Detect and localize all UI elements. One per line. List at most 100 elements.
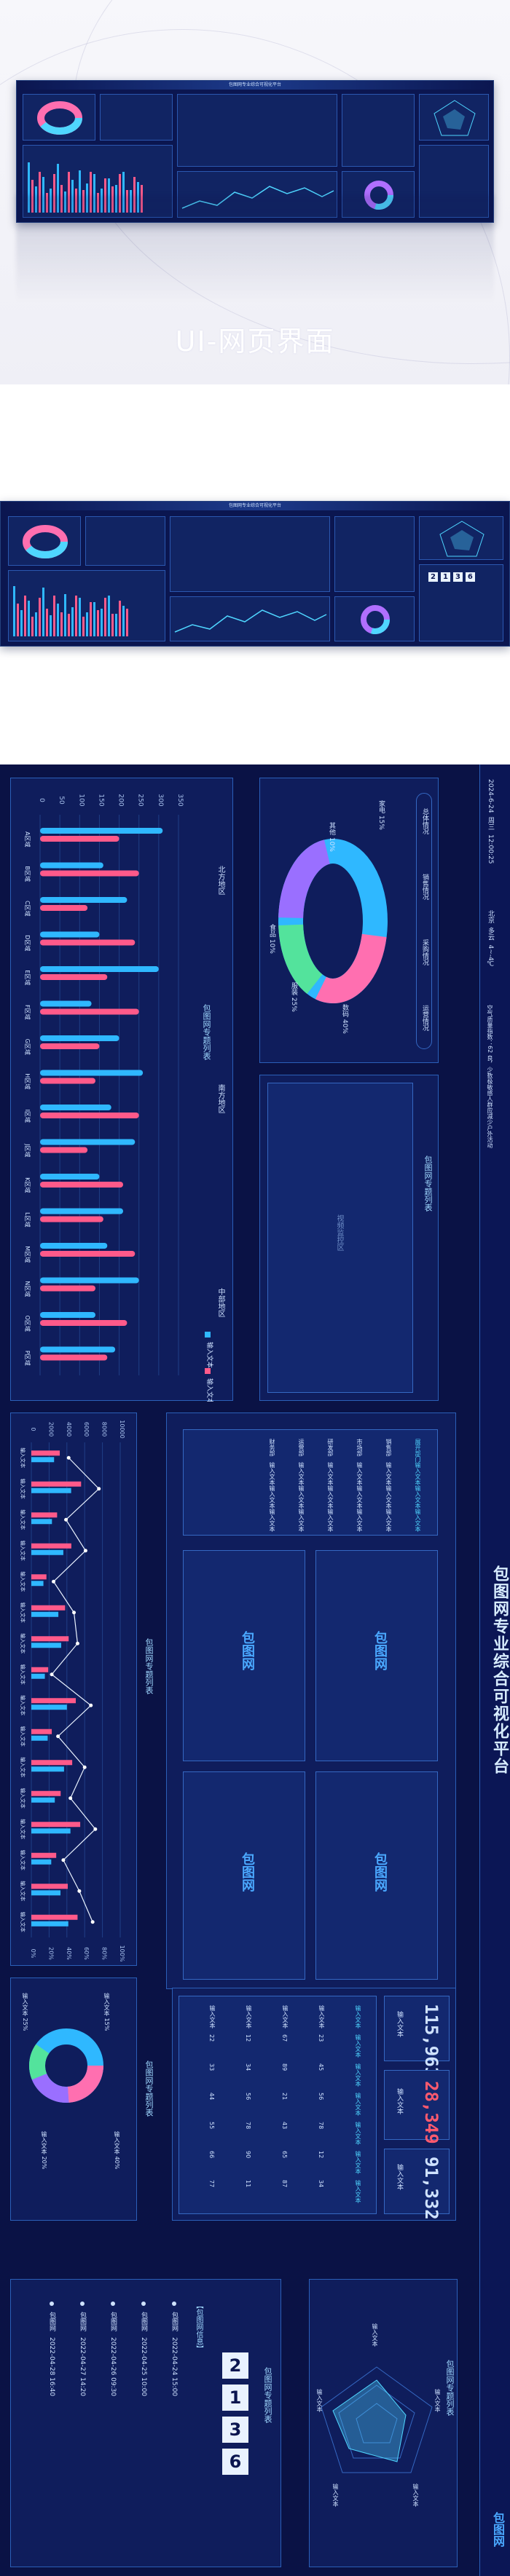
bar [40,1147,88,1153]
table-header-cell: 输入文本 [415,1485,421,1509]
tick-label: 50 [58,796,65,805]
stat-card: 115,963 输入文本 [384,1996,450,2077]
line-point [82,1765,87,1769]
table-cell: 输入文本 [298,1462,305,1485]
clock-subtitle: 【包图网信息】 [195,2302,203,2352]
table-cell: 市场部 [356,1439,363,1456]
tick-label: 200 [117,794,125,806]
mini-bar [39,172,41,213]
line-point [72,1611,76,1615]
bar [31,1766,64,1772]
clock-digit: 6 [222,2449,248,2475]
line-point [56,1734,60,1739]
radar-axis: 输入文本 [332,2484,339,2507]
grid-cell[interactable]: 包图网 [315,1771,438,1980]
bar [31,1457,55,1463]
ring-label: 输入文本 25% [22,1993,28,2031]
table-header-cell: 输入文本 [355,2180,361,2203]
tab-purchase[interactable]: 采购情况 [421,939,428,965]
title-strip: 2024-6-24 周三 12:00:25 北京 多云 4~-4℃ 空气质量指数… [479,764,510,2576]
mini-bar [46,193,48,213]
event-item[interactable]: 包图网 2022-04-28 16:40 [47,2302,57,2396]
tab-south[interactable]: 南方地区 [216,1084,224,1113]
tab-central[interactable]: 中部地区 [216,1288,224,1317]
table-cell: 输入文本 [356,1462,363,1485]
table-cell: 45 [318,2063,324,2071]
thumb-clock: 2 1 3 6 [428,572,475,582]
table-cell: 34 [318,2180,324,2188]
bar [40,862,103,869]
row-label: 输入文本 [20,1509,26,1530]
bar [40,1113,139,1118]
mini-bar [13,585,15,636]
bar [31,1790,61,1796]
table-cell: 输入文本 [385,1462,392,1485]
row-label: 输入文本 [20,1881,26,1901]
row-label: 输入文本 [20,1541,26,1561]
event-item[interactable]: 包图网 2022-04-27 14:20 [78,2302,87,2396]
tab-operation[interactable]: 运营情况 [421,1005,428,1031]
grid-cell[interactable]: 包图网 [315,1550,438,1761]
table-cell: 输入文本 [298,1485,305,1509]
mini-bar [126,609,128,636]
table-cell: 输入文本 [327,1509,334,1532]
category-label: B区域 [24,866,31,882]
preview-bar-panel [23,145,173,218]
tick-label: 0 [38,798,45,802]
tab-north[interactable]: 北方地区 [216,866,224,895]
category-label: J区域 [24,1143,31,1157]
preview-line-panel [177,171,337,218]
line-point [52,1579,55,1584]
video-area[interactable]: 视频监控区 [267,1083,413,1393]
bar [31,1735,48,1741]
donut-label: 家电 15% [377,800,385,830]
radar-axis: 输入文本 [372,2323,378,2347]
row-label: 输入文本 [20,1788,26,1809]
donut-icon [23,525,68,558]
thumbnail-dashboard[interactable]: 包图网专业综合可视化平台 2 1 3 [0,501,510,647]
radar-icon [434,100,476,136]
mini-bar [119,173,121,213]
event-item[interactable]: 包图网 2022-04-26 09:30 [109,2302,118,2396]
tick-label: 6000 [83,1422,90,1437]
table-cell: 输入文本 [246,2005,252,2028]
thumb-grid-panel [170,516,330,592]
mini-bar [111,186,114,213]
table-cell: 输入文本 [385,1485,392,1509]
stat-card: 28,349 输入文本 [384,2070,450,2144]
bar [40,1208,123,1214]
event-item[interactable]: 包图网 2022-04-24 15:00 [170,2302,179,2396]
mini-bar [101,609,103,636]
bar [40,1251,136,1257]
tick-label: 100% [119,1945,125,1962]
table-cell: 22 [208,2034,215,2042]
grid-cell[interactable]: 包图网 [183,1550,305,1761]
category-label: I区域 [24,1110,31,1123]
mini-bar [75,188,77,213]
table-cell: 66 [208,2151,215,2159]
mini-bar [20,610,23,636]
table-header-cell: 输入文本 [355,2005,361,2028]
grid-cell[interactable]: 包图网 [183,1771,305,1980]
table-cell: 输入文本 [269,1462,275,1485]
table-cell: 输入文本 [269,1509,275,1532]
radar-chart [321,2366,433,2473]
table-header-cell: 展开部门 [415,1439,421,1462]
line-point [68,1796,73,1801]
legend-swatch [205,1332,211,1338]
table-cell: 11 [245,2180,251,2188]
bar [31,1859,52,1865]
bar [31,1760,73,1766]
row-label: 输入文本 [20,1633,26,1654]
preview-dashboard[interactable]: 包图网专业综合可视化平台 [16,80,494,223]
category-label: N区域 [24,1281,31,1297]
table-cell: 65 [281,2151,288,2159]
preview-grid-panel [177,94,337,167]
donut-label: 其他 10% [328,822,335,852]
tab-overall[interactable]: 总体情况 [421,808,428,834]
preview-reflection [16,195,494,304]
line-point [64,1517,68,1522]
event-item[interactable]: 包图网 2022-04-25 10:00 [139,2302,149,2396]
mini-bar [130,189,132,213]
tab-sales[interactable]: 销售情况 [421,874,428,900]
